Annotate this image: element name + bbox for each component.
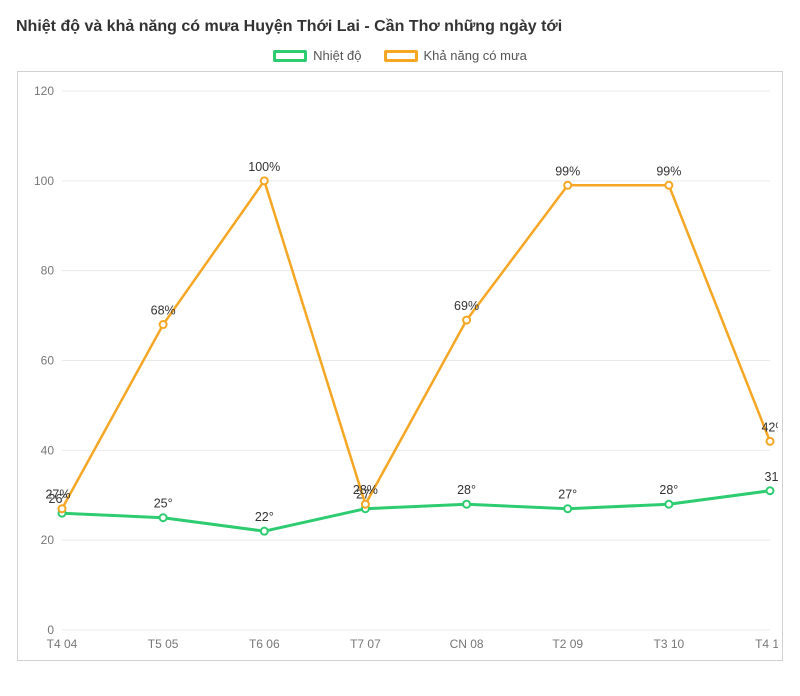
- legend-swatch-rain: [384, 50, 418, 62]
- svg-text:100%: 100%: [248, 160, 280, 174]
- svg-text:T2 09: T2 09: [552, 637, 583, 651]
- svg-text:T6 06: T6 06: [249, 637, 280, 651]
- chart-area: 0 20 40 60 80 100 120 T4 04 T5 05 T6 06 T7 07 CN 08…: [17, 71, 783, 661]
- svg-text:99%: 99%: [555, 164, 580, 178]
- svg-text:27°: 27°: [558, 488, 577, 502]
- svg-text:27%: 27%: [45, 488, 70, 502]
- svg-text:69%: 69%: [454, 299, 479, 313]
- svg-text:120: 120: [34, 84, 54, 98]
- chart-svg: 0 20 40 60 80 100 120 T4 04 T5 05 T6 06 T7 07 CN 08…: [22, 76, 778, 654]
- svg-text:100: 100: [34, 174, 54, 188]
- svg-text:CN 08: CN 08: [450, 637, 484, 651]
- svg-text:T4 04: T4 04: [47, 637, 78, 651]
- svg-text:22°: 22°: [255, 510, 274, 524]
- svg-text:80: 80: [41, 264, 55, 278]
- svg-text:28%: 28%: [353, 483, 378, 497]
- svg-text:25°: 25°: [154, 497, 173, 511]
- legend: Nhiệt độ Khả năng có mưa: [16, 48, 784, 63]
- svg-text:0: 0: [47, 623, 54, 637]
- svg-text:40: 40: [41, 443, 55, 457]
- svg-text:28°: 28°: [457, 483, 476, 497]
- legend-item-rain: Khả năng có mưa: [384, 48, 527, 63]
- svg-text:T7 07: T7 07: [350, 637, 381, 651]
- svg-text:T4 11: T4 11: [755, 637, 778, 651]
- legend-swatch-temperature: [273, 50, 307, 62]
- svg-text:28°: 28°: [659, 483, 678, 497]
- chart-title: Nhiệt độ và khả năng có mưa Huyện Thới L…: [16, 18, 784, 36]
- svg-text:T5 05: T5 05: [148, 637, 179, 651]
- svg-text:68%: 68%: [151, 304, 176, 318]
- legend-label-temperature: Nhiệt độ: [313, 48, 361, 63]
- svg-text:60: 60: [41, 353, 55, 367]
- svg-text:T3 10: T3 10: [654, 637, 685, 651]
- svg-text:99%: 99%: [656, 164, 681, 178]
- svg-text:42%: 42%: [761, 420, 778, 434]
- svg-text:31°: 31°: [765, 470, 778, 484]
- svg-text:20: 20: [41, 533, 55, 547]
- legend-item-temperature: Nhiệt độ: [273, 48, 361, 63]
- legend-label-rain: Khả năng có mưa: [424, 48, 527, 63]
